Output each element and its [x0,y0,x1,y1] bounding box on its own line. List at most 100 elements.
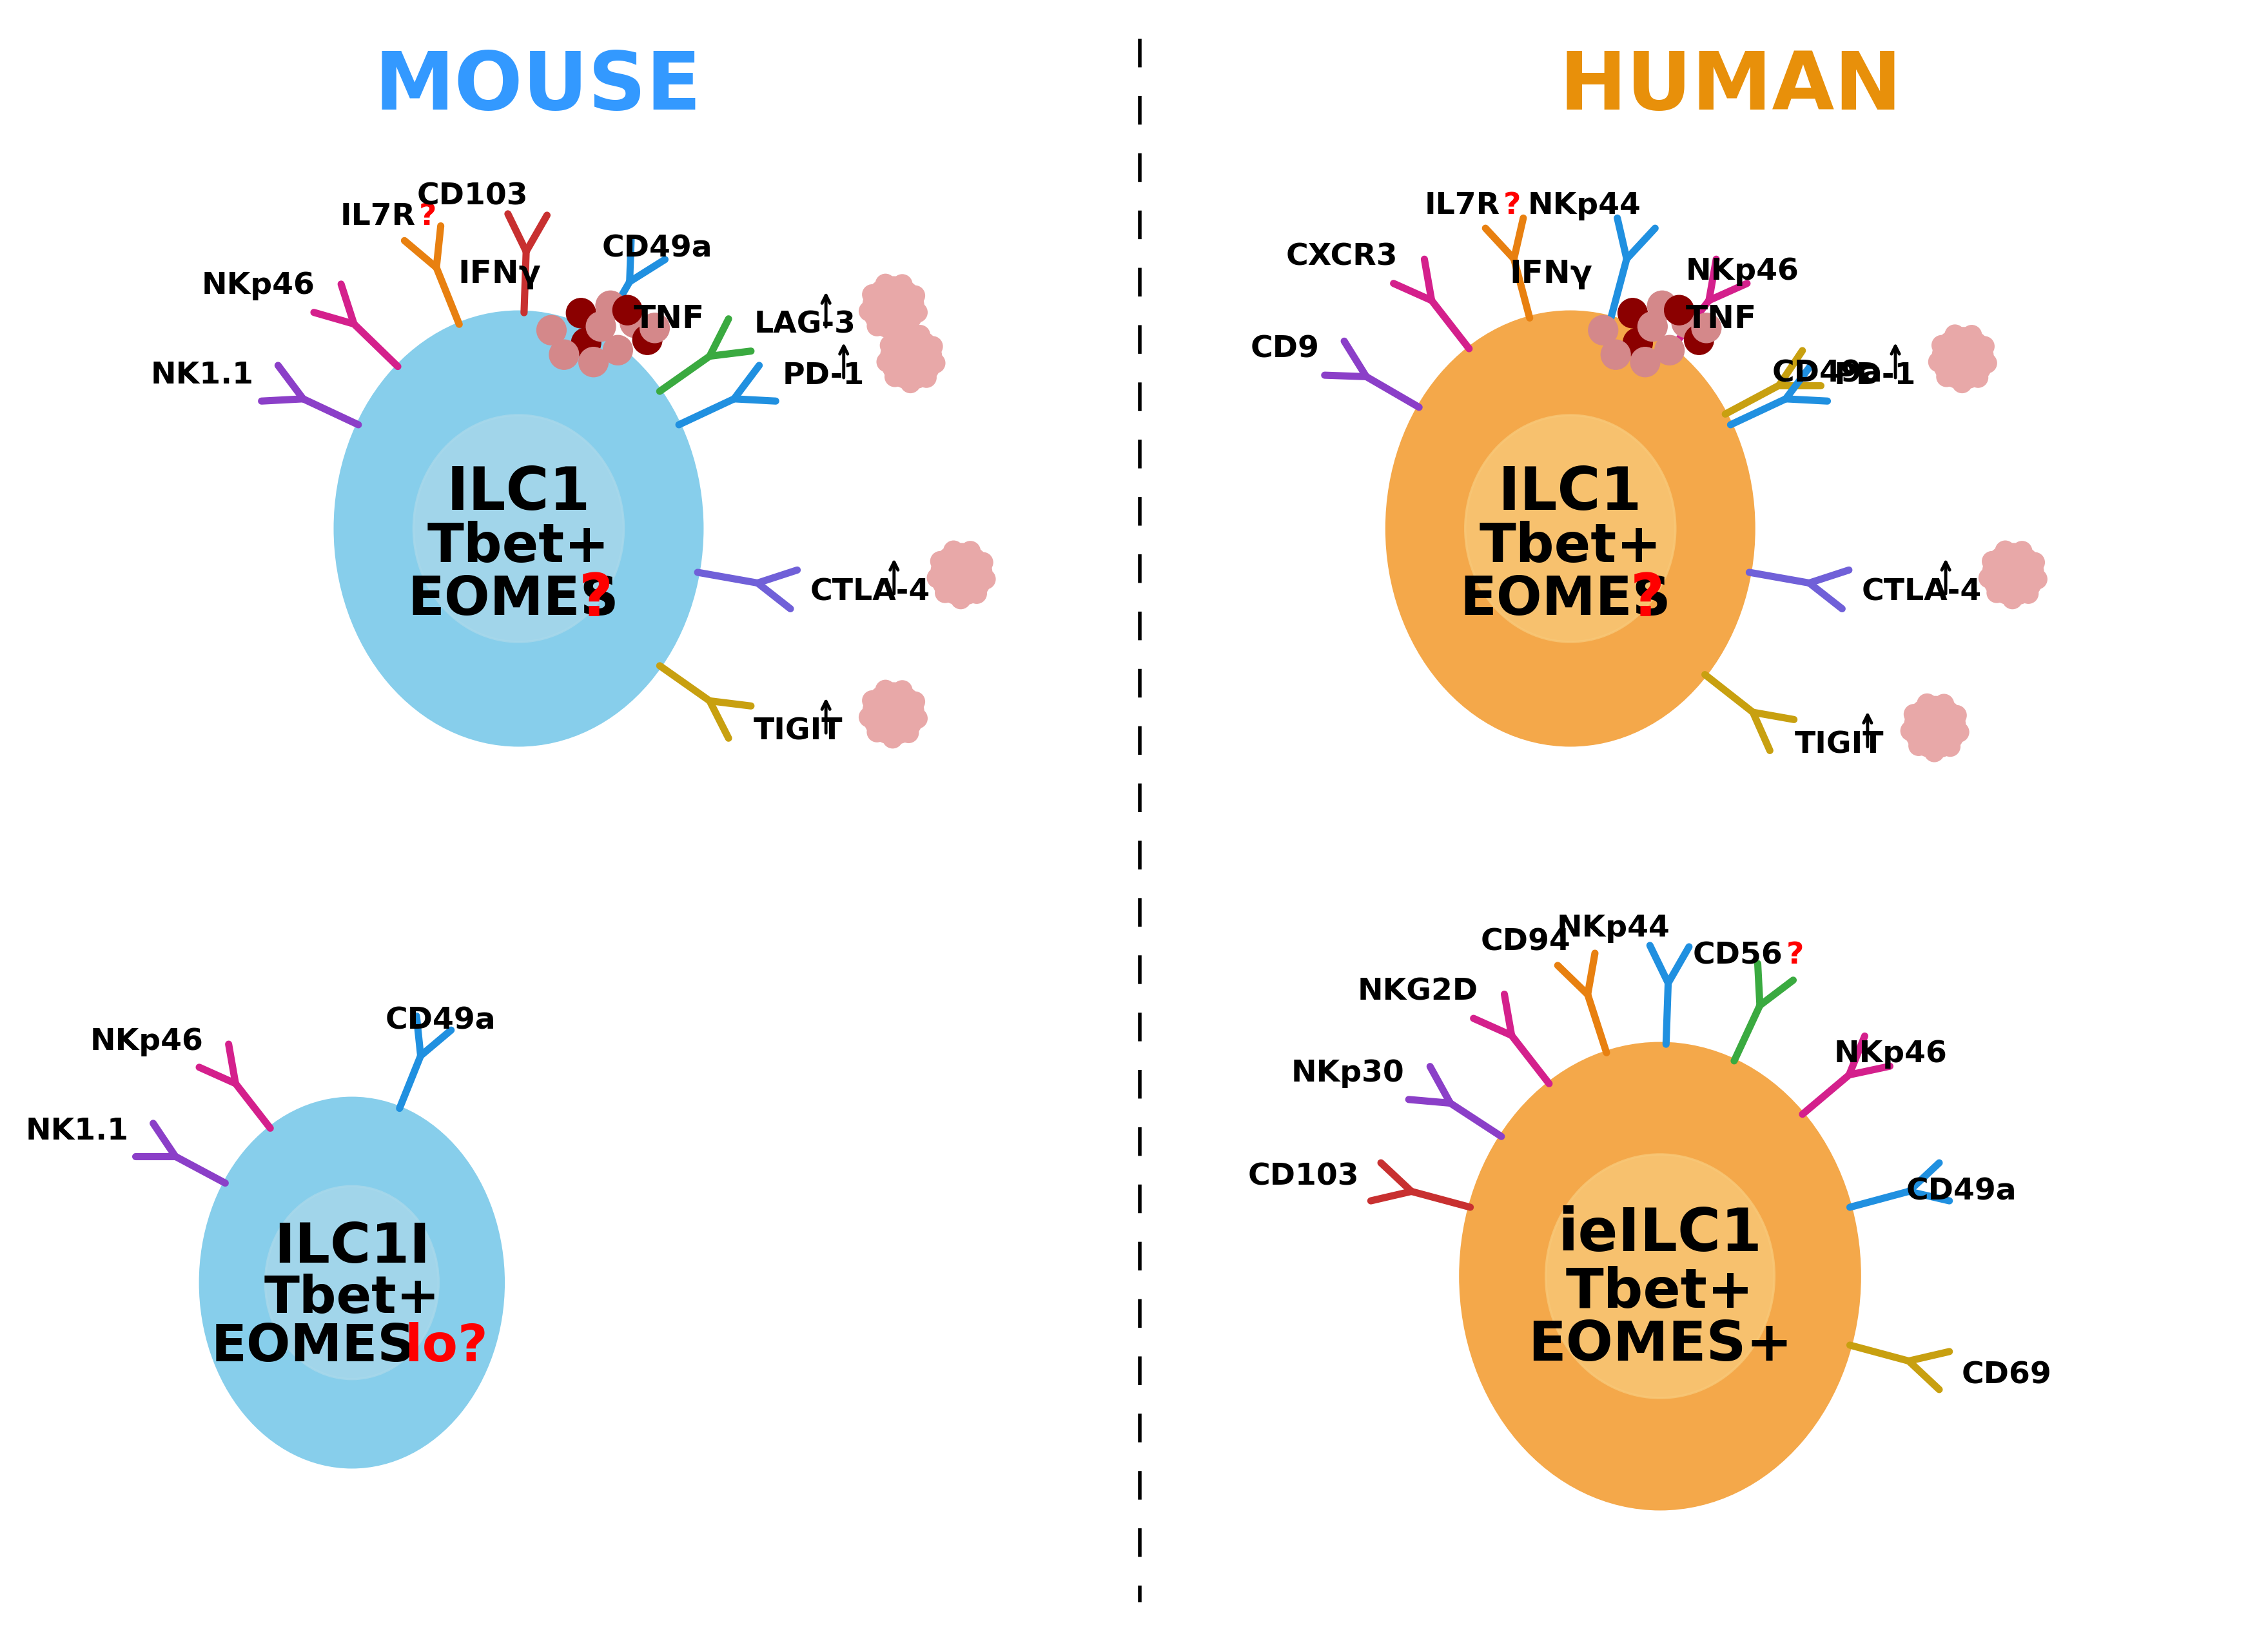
Circle shape [862,286,882,304]
Text: ?: ? [420,202,438,231]
Circle shape [864,683,923,743]
Ellipse shape [336,312,701,745]
Circle shape [880,328,941,389]
Text: Tbet+: Tbet+ [426,520,610,573]
Circle shape [882,729,903,748]
Text: EOMES: EOMES [211,1323,415,1372]
Circle shape [1905,697,1964,758]
Circle shape [1946,706,1966,725]
Circle shape [934,583,955,602]
Text: CD69: CD69 [1962,1360,2053,1390]
Text: CD9: CD9 [1250,335,1320,364]
Text: NKp30: NKp30 [1290,1058,1404,1088]
Circle shape [923,336,941,356]
Circle shape [1647,290,1676,320]
Circle shape [928,568,946,587]
Text: IL7R: IL7R [1424,192,1499,220]
Text: TIGIT: TIGIT [1794,730,1885,760]
Circle shape [1910,737,1928,755]
Ellipse shape [1547,1154,1774,1398]
Circle shape [2025,553,2043,573]
Circle shape [585,312,615,341]
Ellipse shape [202,1099,503,1467]
Text: CD49a: CD49a [1771,359,1882,389]
Text: NKG2D: NKG2D [1359,978,1479,1006]
Circle shape [925,353,946,373]
Text: CD49a: CD49a [1905,1177,2016,1206]
Circle shape [916,368,937,387]
Circle shape [1980,568,1998,587]
Text: NKp44: NKp44 [1526,192,1640,220]
Circle shape [1932,328,1994,389]
Text: CXCR3: CXCR3 [1286,243,1397,272]
Circle shape [909,325,930,345]
Circle shape [2028,569,2046,589]
Circle shape [1656,335,1685,364]
Ellipse shape [265,1186,438,1378]
Text: ?: ? [1787,942,1803,970]
Circle shape [894,681,912,701]
Text: ?: ? [578,571,612,629]
Circle shape [1982,545,2043,604]
Circle shape [640,313,669,343]
Ellipse shape [1465,415,1676,642]
Circle shape [1901,720,1921,740]
Circle shape [878,353,896,371]
Circle shape [1996,542,2014,561]
Text: HUMAN: HUMAN [1558,48,1903,126]
Text: ILC1: ILC1 [1499,464,1642,522]
Circle shape [1926,742,1944,761]
Circle shape [603,335,633,364]
Text: EOMES+: EOMES+ [1529,1319,1792,1372]
Circle shape [950,589,971,609]
Circle shape [943,542,964,561]
Text: lo?: lo? [404,1323,488,1372]
Text: ILC1I: ILC1I [274,1221,431,1273]
Circle shape [1601,340,1631,369]
Circle shape [633,325,662,354]
Circle shape [905,693,925,711]
Circle shape [966,584,987,604]
Text: ILC1: ILC1 [447,464,590,522]
Circle shape [864,277,923,338]
Circle shape [882,323,903,341]
Circle shape [1975,336,1994,356]
Circle shape [862,691,882,711]
Circle shape [973,553,993,573]
Circle shape [875,274,896,294]
Circle shape [1692,313,1721,343]
Circle shape [612,295,642,325]
Circle shape [866,722,887,742]
Text: EOMES: EOMES [408,573,619,625]
Text: TIGIT: TIGIT [753,717,841,747]
Text: CD103: CD103 [1247,1163,1359,1191]
Circle shape [962,542,980,561]
Circle shape [2019,584,2039,604]
Circle shape [1982,551,2003,571]
Circle shape [907,709,928,729]
Text: CTLA-4: CTLA-4 [1862,578,1982,607]
Circle shape [538,315,567,345]
Circle shape [875,681,896,699]
Circle shape [1969,368,1987,387]
Text: NKp46: NKp46 [202,271,315,300]
Circle shape [1685,325,1715,354]
Circle shape [2003,589,2023,609]
Text: PD-1: PD-1 [782,361,864,391]
Text: ieILC1: ieILC1 [1558,1204,1762,1264]
Text: LAG-3: LAG-3 [755,310,855,340]
Circle shape [567,299,596,328]
Text: NKp46: NKp46 [1685,258,1799,286]
Circle shape [1672,309,1701,338]
Text: NK1.1: NK1.1 [150,361,254,391]
Circle shape [900,373,921,392]
Circle shape [1588,315,1617,345]
Circle shape [1624,328,1653,358]
Text: IFNγ: IFNγ [458,259,540,289]
Text: TNF: TNF [633,304,705,335]
Circle shape [898,724,919,742]
Text: TNF: TNF [1685,304,1755,335]
Circle shape [1962,325,1982,345]
Circle shape [1617,299,1647,328]
Circle shape [1950,722,1969,742]
